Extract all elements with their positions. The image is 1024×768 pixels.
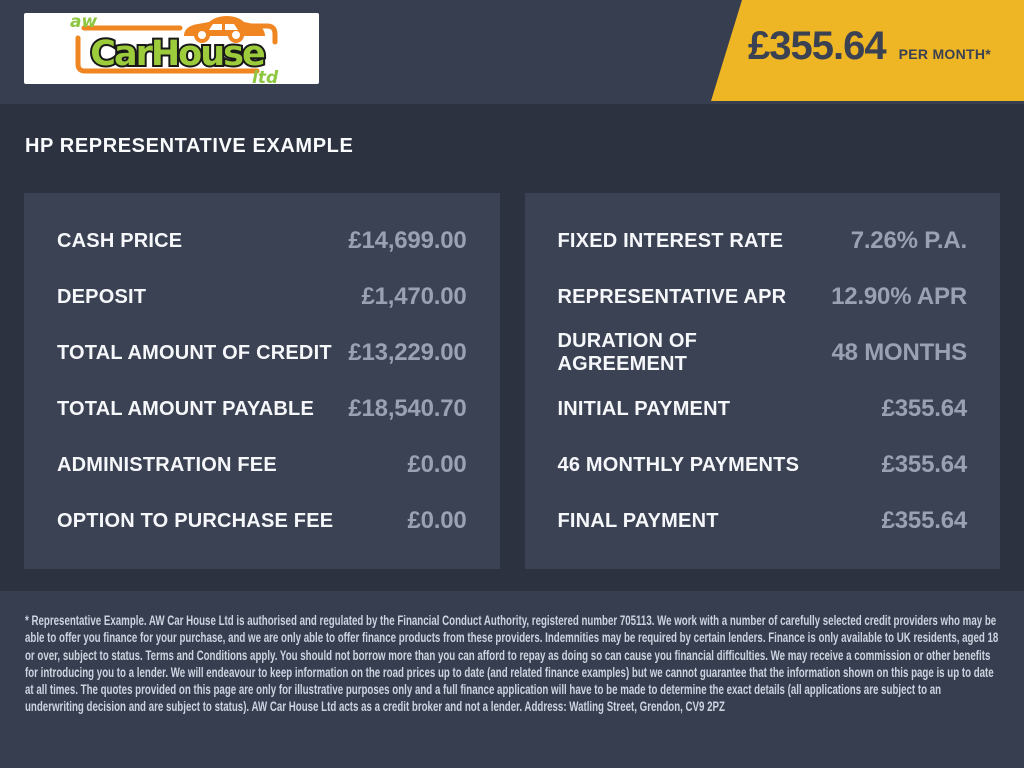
main-content: HP REPRESENTATIVE EXAMPLE CASH PRICE £14…: [0, 104, 1024, 591]
logo-name-text: CarHouse: [88, 32, 267, 76]
finance-row: 46 MONTHLY PAYMENTS £355.64: [558, 437, 968, 493]
monthly-price-banner: £355.64 PER MONTH*: [711, 0, 1024, 101]
finance-value: 12.90% APR: [831, 283, 967, 310]
finance-label: INITIAL PAYMENT: [557, 397, 731, 420]
finance-row: REPRESENTATIVE APR 12.90% APR: [558, 269, 968, 325]
monthly-price: £355.64: [748, 24, 887, 68]
footer-band: * Representative Example. AW Car House L…: [0, 591, 1024, 768]
legal-disclaimer: * Representative Example. AW Car House L…: [25, 613, 999, 715]
header-band: aw CarHouse ltd £355.64 PER MONTH*: [0, 0, 1024, 104]
finance-label: 46 MONTHLY PAYMENTS: [557, 453, 800, 476]
finance-row: INITIAL PAYMENT £355.64: [558, 381, 968, 437]
car-icon: [184, 16, 265, 43]
finance-label: DEPOSIT: [57, 285, 147, 308]
finance-label: ADMINISTRATION FEE: [57, 453, 277, 476]
dealer-logo[interactable]: aw CarHouse ltd: [24, 12, 319, 88]
finance-row: FINAL PAYMENT £355.64: [558, 493, 968, 549]
finance-value: £355.64: [881, 451, 968, 478]
finance-label: TOTAL AMOUNT OF CREDIT: [57, 341, 332, 364]
finance-label: FINAL PAYMENT: [557, 509, 719, 532]
finance-label: DURATION OF AGREEMENT: [557, 330, 698, 375]
finance-value: £14,699.00: [348, 227, 467, 254]
finance-value: £0.00: [407, 451, 467, 478]
finance-label: CASH PRICE: [57, 229, 183, 252]
finance-row: FIXED INTEREST RATE 7.26% P.A.: [558, 213, 968, 269]
finance-label: FIXED INTEREST RATE: [557, 229, 784, 252]
finance-row: DEPOSIT £1,470.00: [57, 269, 467, 325]
finance-row: CASH PRICE £14,699.00: [57, 213, 467, 269]
finance-panel-terms: FIXED INTEREST RATE 7.26% P.A. REPRESENT…: [524, 193, 1000, 569]
finance-panels: CASH PRICE £14,699.00 DEPOSIT £1,470.00 …: [24, 193, 1000, 569]
finance-row: ADMINISTRATION FEE £0.00: [57, 437, 467, 493]
finance-value: £1,470.00: [361, 283, 467, 310]
finance-label: TOTAL AMOUNT PAYABLE: [57, 397, 314, 420]
finance-row: OPTION TO PURCHASE FEE £0.00: [57, 493, 467, 549]
logo-frame-and-car-icon: [75, 16, 278, 74]
finance-row: DURATION OF AGREEMENT 48 MONTHS: [558, 325, 968, 381]
page-title: HP REPRESENTATIVE EXAMPLE: [25, 135, 354, 157]
finance-panel-amounts: CASH PRICE £14,699.00 DEPOSIT £1,470.00 …: [24, 193, 500, 569]
finance-value: £0.00: [407, 507, 467, 534]
finance-value: 7.26% P.A.: [850, 227, 968, 254]
finance-label: OPTION TO PURCHASE FEE: [57, 509, 334, 532]
logo-aw-text: aw: [70, 12, 98, 32]
finance-value: £18,540.70: [348, 395, 467, 422]
finance-value: 48 MONTHS: [831, 339, 967, 366]
finance-value: £355.64: [881, 395, 968, 422]
monthly-price-suffix: PER MONTH*: [898, 46, 992, 62]
logo-ltd-text: ltd: [252, 68, 279, 88]
finance-row: TOTAL AMOUNT PAYABLE £18,540.70: [57, 381, 467, 437]
finance-value: £355.64: [881, 507, 968, 534]
finance-label: REPRESENTATIVE APR: [557, 285, 787, 308]
finance-value: £13,229.00: [348, 339, 467, 366]
finance-row: TOTAL AMOUNT OF CREDIT £13,229.00: [57, 325, 467, 381]
